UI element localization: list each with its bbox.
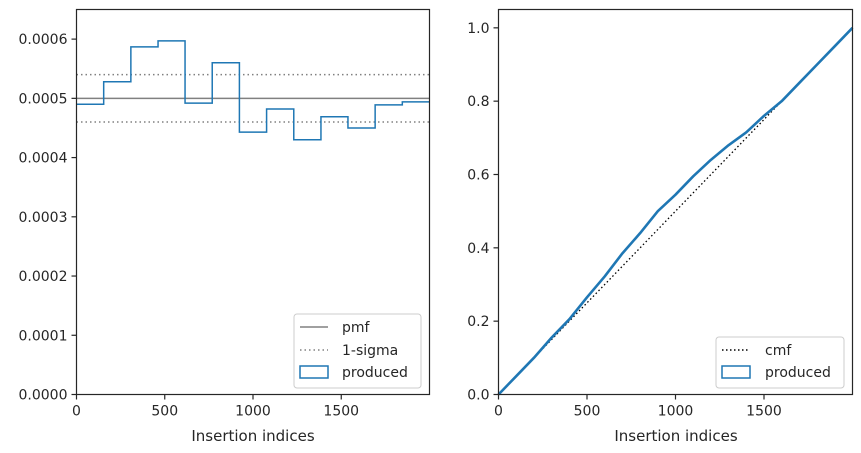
- cmf-panel-marks: [497, 26, 854, 396]
- pmf-legend: pmf 1-sigma produced: [293, 313, 422, 389]
- cmf-panel: 0 500 1000 1500 0.0 0.2 0.4 0.6 0.8 1.0 Insertion…: [467, 8, 854, 445]
- cmf-legend-produced-label: produced: [765, 365, 831, 381]
- cmf-legend: cmf produced: [715, 336, 845, 389]
- pmf-legend-sigma-label: 1-sigma: [342, 343, 398, 359]
- pmf-x-tick-label: 0: [72, 404, 81, 420]
- pmf-legend-box: [293, 313, 422, 389]
- pmf-legend-pmf-label: pmf: [342, 320, 371, 336]
- cmf-y-tick-label: 0.6: [467, 168, 489, 184]
- cmf-y-tick-label: 0.0: [467, 388, 489, 404]
- pmf-x-tick-label: 500: [151, 404, 178, 420]
- cmf-panel-ticks: 0 500 1000 1500 0.0 0.2 0.4 0.6 0.8 1.0: [467, 21, 782, 420]
- cmf-legend-cmf-label: cmf: [765, 343, 792, 359]
- pmf-legend-produced-label: produced: [342, 365, 408, 381]
- pmf-x-axis-label: Insertion indices: [191, 427, 314, 445]
- cmf-x-tick-label: 0: [494, 404, 503, 420]
- cmf-x-tick-label: 1000: [658, 404, 694, 420]
- pmf-y-tick-label: 0.0004: [19, 151, 68, 167]
- pmf-x-tick-label: 1500: [323, 404, 359, 420]
- pmf-y-tick-label: 0.0002: [19, 269, 68, 285]
- cmf-y-tick-label: 0.4: [467, 241, 489, 257]
- produced-cumulative-line: [497, 26, 854, 396]
- pmf-y-tick-label: 0.0006: [19, 32, 68, 48]
- produced-histogram-step: [76, 40, 430, 141]
- pmf-panel-marks: [76, 40, 430, 141]
- pmf-y-tick-label: 0.0005: [19, 91, 68, 107]
- pmf-x-tick-label: 1000: [235, 404, 271, 420]
- pmf-panel: 0 500 1000 1500 0.0000 0.0001 0.0002 0.0003 0.00…: [19, 8, 431, 445]
- cmf-x-tick-label: 500: [574, 404, 601, 420]
- pmf-y-tick-label: 0.0003: [19, 210, 68, 226]
- cmf-legend-produced-swatch: [721, 365, 751, 379]
- cmf-legend-box: [715, 336, 845, 389]
- cmf-x-tick-label: 1500: [746, 404, 782, 420]
- cmf-y-tick-label: 0.2: [467, 314, 489, 330]
- cmf-y-tick-label: 1.0: [467, 21, 489, 37]
- cmf-y-tick-label: 0.8: [467, 94, 489, 110]
- pmf-legend-produced-swatch: [299, 365, 329, 379]
- cmf-x-axis-label: Insertion indices: [614, 427, 737, 445]
- pmf-y-tick-label: 0.0000: [19, 388, 68, 404]
- pmf-y-tick-label: 0.0001: [19, 328, 68, 344]
- pmf-panel-ticks: 0 500 1000 1500 0.0000 0.0001 0.0002 0.0003 0.00…: [19, 32, 360, 419]
